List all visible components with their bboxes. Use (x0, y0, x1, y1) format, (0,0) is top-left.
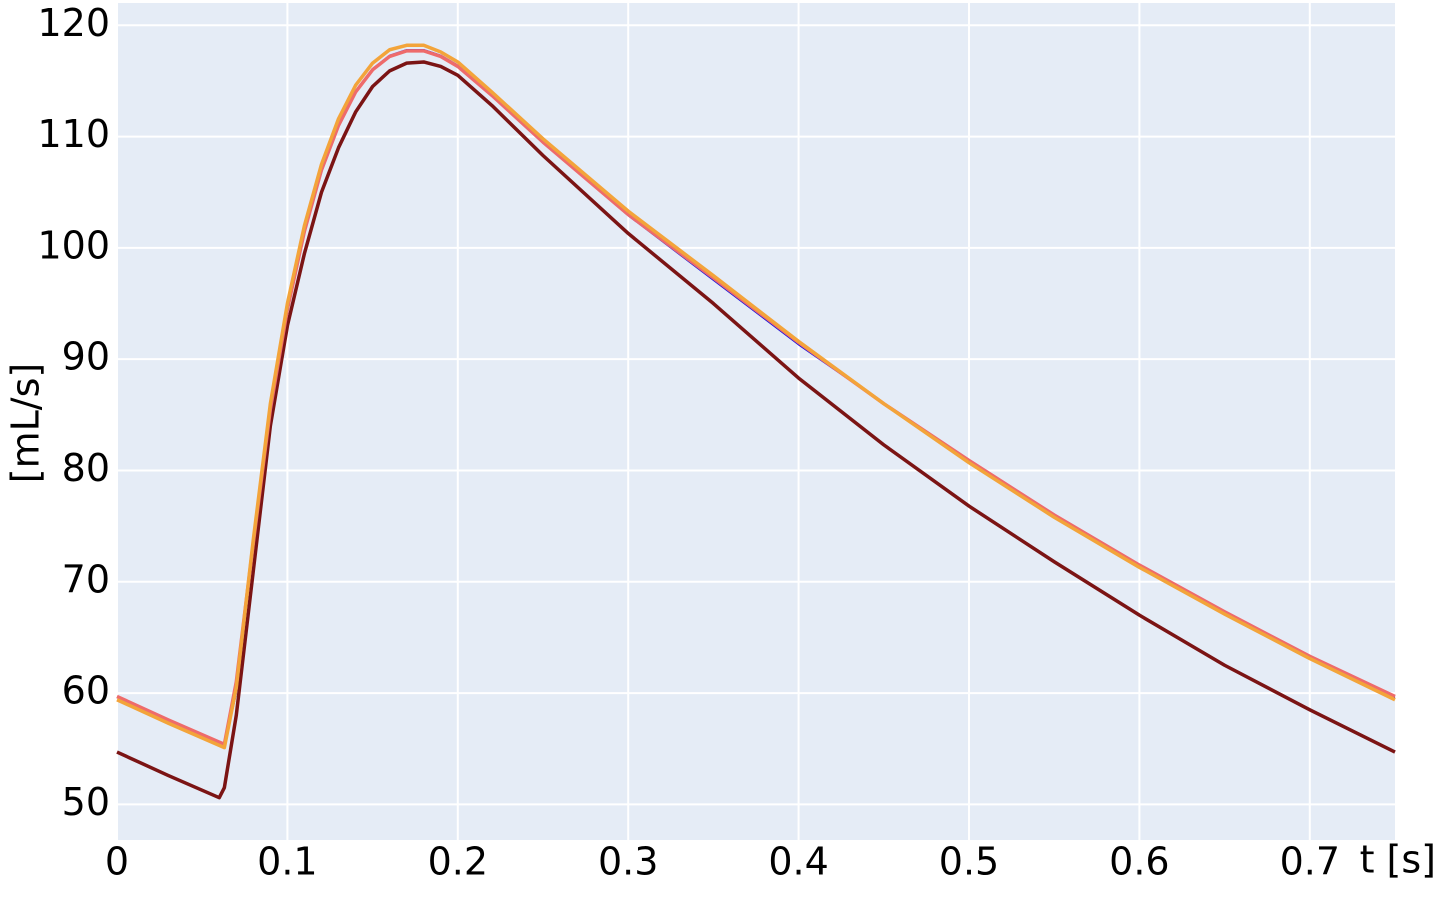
y-tick-label: 80 (62, 446, 110, 490)
x-tick-label: 0.5 (939, 840, 999, 884)
x-tick-label: 0.7 (1280, 840, 1340, 884)
plot-area (117, 3, 1395, 840)
y-tick-label: 50 (62, 780, 110, 824)
series-line (116, 60, 1396, 800)
x-tick-label: 0.3 (598, 840, 658, 884)
x-axis-label: t [s] (1360, 838, 1436, 882)
x-tick-label: 0.6 (1109, 840, 1169, 884)
x-tick-label: 0.1 (257, 840, 317, 884)
y-tick-label: 90 (62, 335, 110, 379)
y-tick-label: 70 (62, 557, 110, 601)
x-tick-label: 0 (105, 840, 129, 884)
series-line (116, 43, 1396, 750)
y-tick-label: 120 (37, 1, 110, 45)
x-tick-label: 0.4 (768, 840, 828, 884)
y-tick-label: 60 (62, 669, 110, 713)
y-tick-label: 100 (37, 223, 110, 267)
x-tick-label: 0.2 (428, 840, 488, 884)
y-tick-label: 110 (37, 112, 110, 156)
y-axis-label: [mL/s] (4, 363, 48, 483)
